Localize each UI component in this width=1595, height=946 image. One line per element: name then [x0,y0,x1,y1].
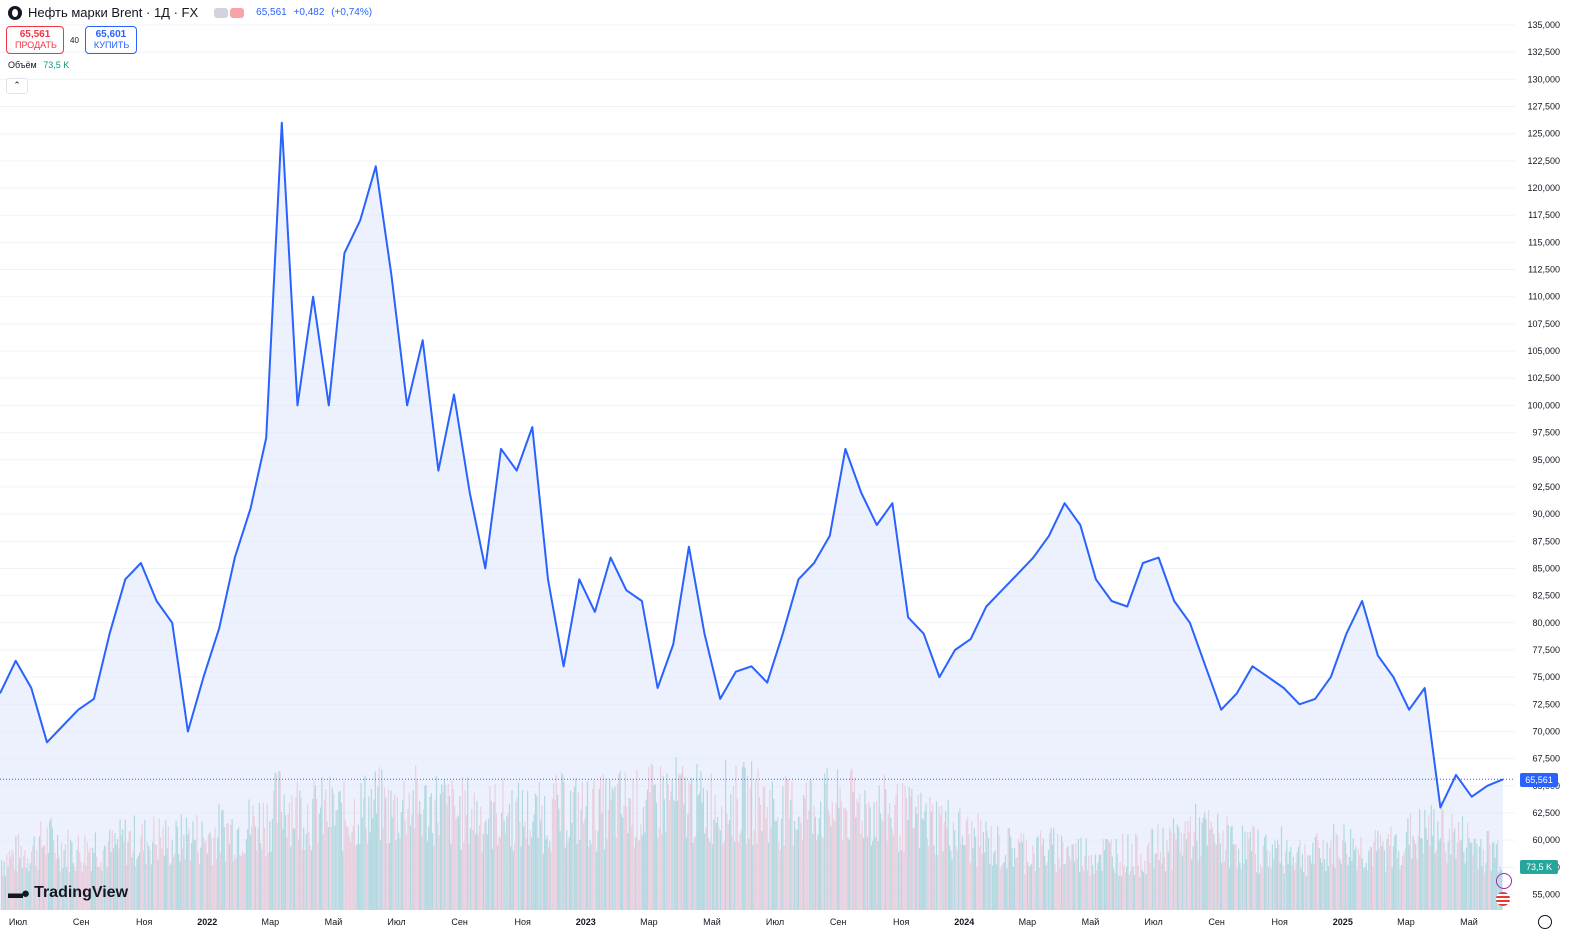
trade-panel: 65,561 ПРОДАТЬ 40 65,601 КУПИТЬ [6,26,137,54]
quote-change: +0,482 [293,7,325,18]
price-line [0,121,1504,809]
x-tick-label: Мар [262,917,280,927]
symbol-title[interactable]: Нефть марки Brent · 1Д · FX [28,5,199,20]
y-axis: 135,000 132,500 130,000 127,500 125,000 122,5… [1527,20,1560,900]
last-price-label: 65,561 [1520,773,1558,787]
last-volume-label: 73,5 K [1520,860,1558,874]
buy-button[interactable]: 65,601 КУПИТЬ [84,26,137,54]
quote-price: 65,561 [256,7,287,18]
y-tick-label: 62,500 [1532,808,1560,818]
y-tick-label: 105,000 [1527,346,1560,356]
y-tick-label: 72,500 [1532,699,1560,709]
volume-legend[interactable]: Объём 73,5 K [8,60,69,70]
x-tick-label: Май [325,917,343,927]
y-tick-label: 127,500 [1527,102,1560,112]
x-tick-label: Ноя [893,917,910,927]
y-tick-label: 130,000 [1527,74,1560,84]
x-tick-label: Мар [640,917,658,927]
tradingview-logo[interactable]: ▬● TradingView [8,884,128,902]
x-tick-label: Июл [1144,917,1162,927]
y-tick-label: 75,000 [1532,672,1560,682]
us-flag-icon[interactable] [1496,892,1510,906]
x-tick-label: 2023 [576,917,596,927]
y-tick-label: 80,000 [1532,618,1560,628]
y-tick-label: 55,000 [1532,890,1560,900]
y-tick-label: 107,500 [1527,319,1560,329]
y-tick-label: 135,000 [1527,20,1560,30]
y-tick-label: 132,500 [1527,47,1560,57]
x-tick-label: 2024 [954,917,974,927]
x-tick-label: Сен [830,917,847,927]
lightning-icon[interactable] [1496,873,1512,889]
y-tick-label: 100,000 [1527,400,1560,410]
volume-value: 73,5 K [43,60,70,70]
x-tick-label: Сен [1208,917,1225,927]
buy-label: КУПИТЬ [93,40,130,50]
y-tick-label: 87,500 [1532,536,1560,546]
x-tick-label: Май [703,917,721,927]
y-tick-label: 85,000 [1532,563,1560,573]
chevron-up-icon[interactable]: ⌃ [6,78,28,94]
x-tick-label: Мар [1019,917,1037,927]
x-tick-label: Май [1082,917,1100,927]
y-tick-label: 122,500 [1527,156,1560,166]
y-tick-label: 125,000 [1527,129,1560,139]
x-tick-label: Ноя [136,917,153,927]
settings-icon[interactable] [1538,915,1552,929]
y-tick-label: 117,500 [1528,210,1560,220]
y-tick-label: 70,000 [1532,726,1560,736]
y-tick-label: 112,500 [1528,265,1560,275]
price-area-fill [0,122,1503,911]
y-tick-label: 92,500 [1532,482,1560,492]
buy-price: 65,601 [95,29,127,40]
x-tick-label: Ноя [1272,917,1289,927]
spread-value: 40 [70,35,79,45]
y-tick-label: 120,000 [1527,183,1560,193]
y-tick-label: 97,500 [1532,428,1560,438]
x-tick-label: Июл [766,917,784,927]
y-tick-label: 102,500 [1527,373,1560,383]
quote-summary: 65,561 +0,482 (+0,74%) [256,7,376,18]
x-tick-label: Июл [387,917,405,927]
y-tick-label: 77,500 [1532,645,1560,655]
x-tick-label: Сен [73,917,90,927]
y-tick-label: 115,000 [1528,237,1560,247]
x-tick-label: Мар [1397,917,1415,927]
x-axis: Июл Сен Ноя 2022 Мар Май Июл Сен Ноя 2023 Мар Май Ию… [9,917,1478,927]
x-tick-label: 2025 [1333,917,1353,927]
x-tick-label: Ноя [515,917,532,927]
y-tick-label: 90,000 [1532,509,1560,519]
sell-button[interactable]: 65,561 ПРОДАТЬ [6,26,64,54]
market-status-icon[interactable] [214,7,245,18]
sell-price: 65,561 [19,29,51,40]
symbol-logo-icon [8,5,22,20]
y-tick-label: 110,000 [1528,292,1560,302]
y-tick-label: 82,500 [1532,591,1560,601]
y-tick-label: 67,500 [1532,754,1560,764]
y-tick-label: 95,000 [1532,455,1560,465]
y-tick-label: 60,000 [1532,835,1560,845]
tradingview-mark-icon: ▬● [8,884,30,902]
volume-label: Объём [8,60,37,70]
quote-change-pct: (+0,74%) [331,7,373,18]
x-tick-label: Июл [9,917,27,927]
x-tick-label: 2022 [197,917,217,927]
chart-header: Нефть марки Brent · 1Д · FX 65,561 +0,48… [8,5,376,20]
x-tick-label: Сен [451,917,468,927]
tradingview-wordmark: TradingView [34,884,129,901]
x-tick-label: Май [1460,917,1478,927]
sell-label: ПРОДАТЬ [15,40,57,50]
